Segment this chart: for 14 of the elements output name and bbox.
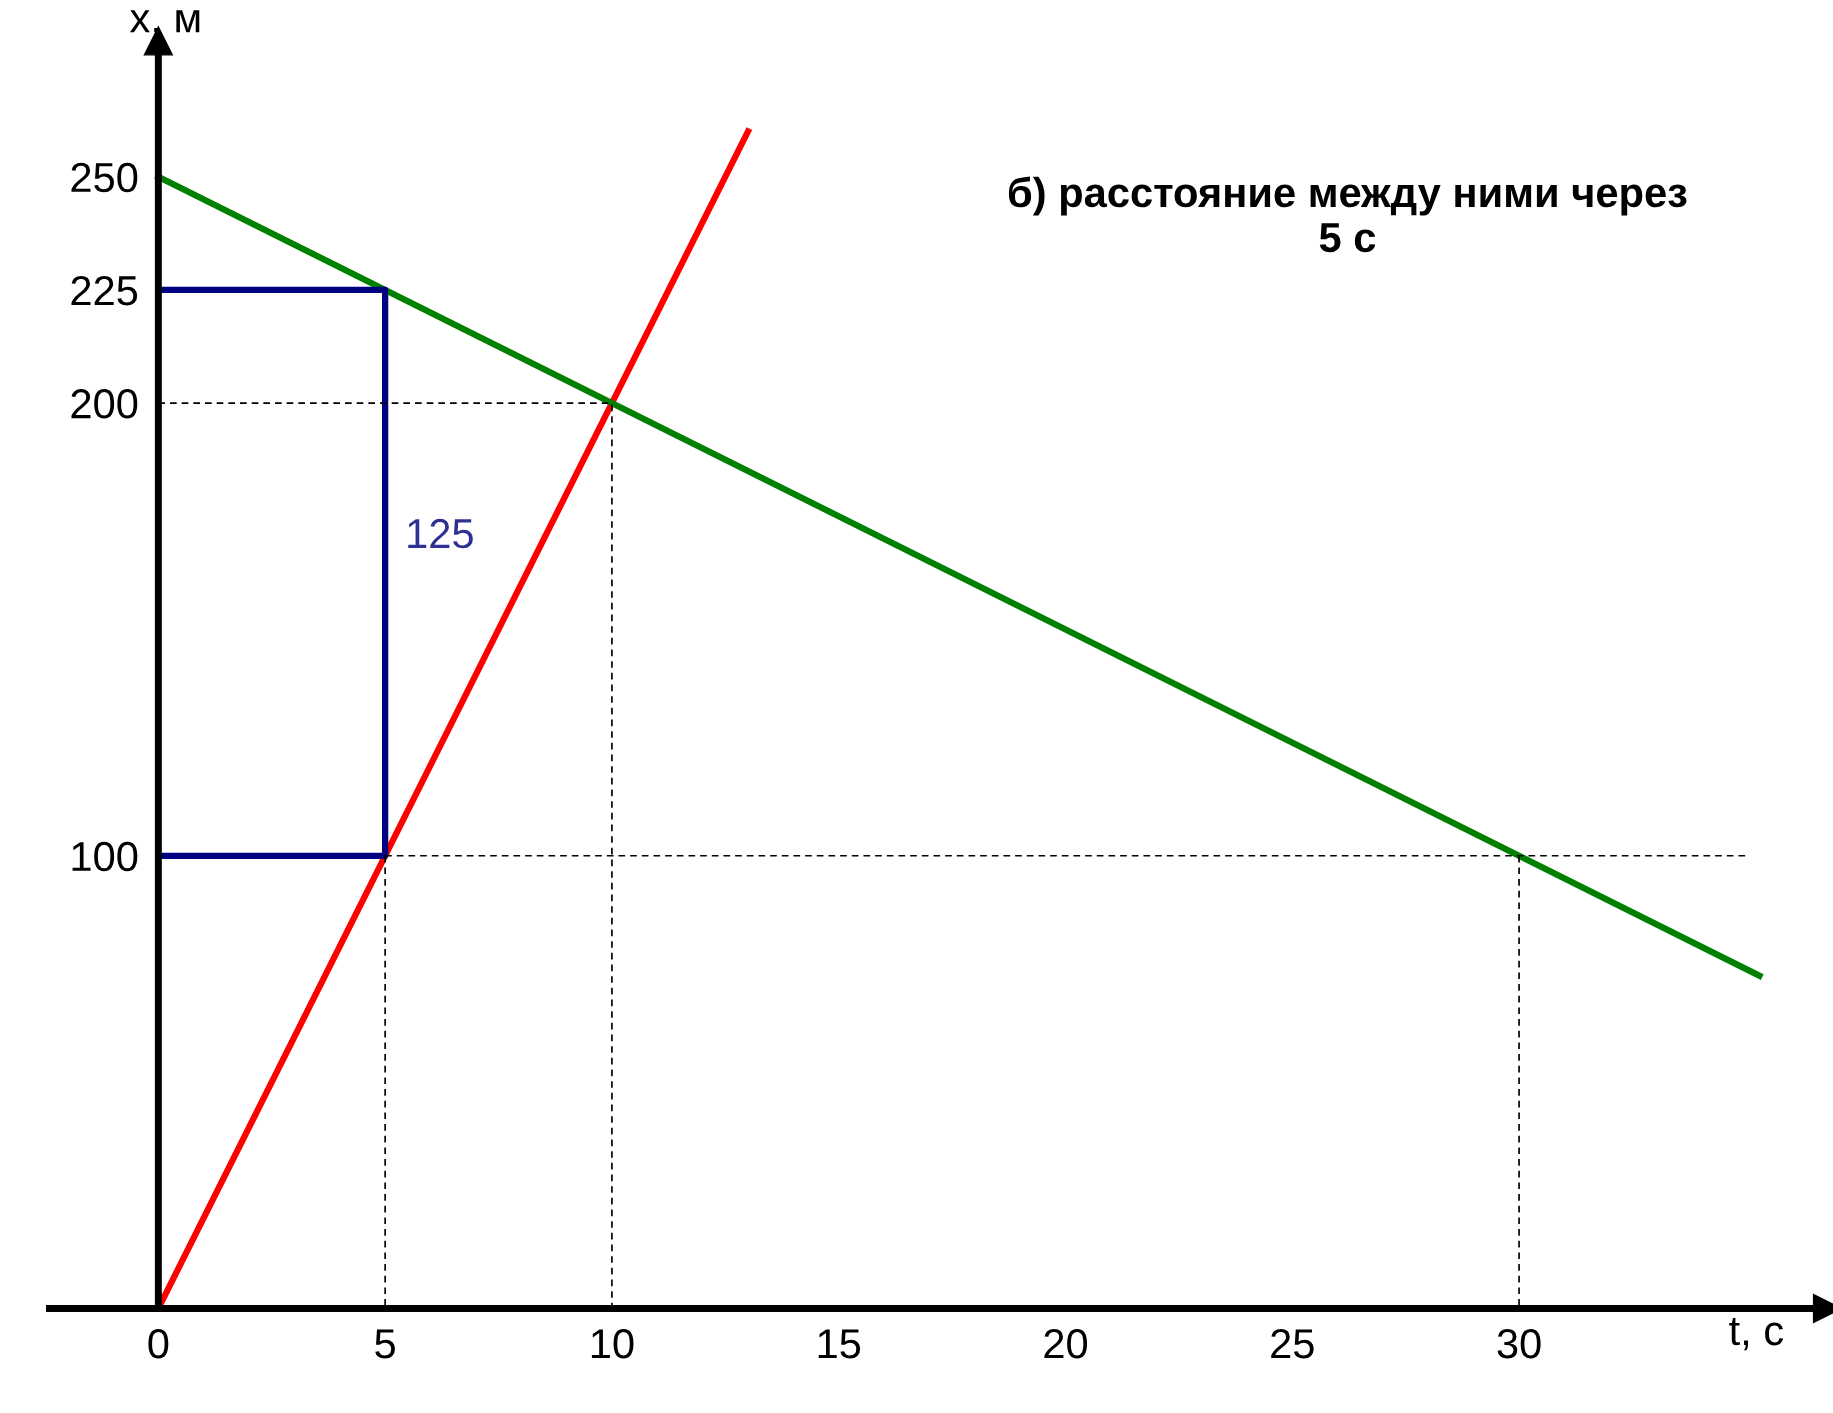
x-axis-title: t, с [1729, 1318, 1784, 1351]
x-tick-label: 20 [1044, 1328, 1088, 1359]
y-tick-label: 225 [71, 275, 138, 306]
annotation: 125 [408, 518, 473, 549]
x-tick-label: 5 [375, 1329, 395, 1359]
text: б) расстояние между ними через 5 с [1008, 176, 1687, 253]
y-tick-label: 100 [72, 841, 138, 872]
x-tick-label: 25 [1271, 1328, 1314, 1359]
x-tick-label: 30 [1497, 1328, 1541, 1359]
x-tick-label: 15 [818, 1329, 861, 1359]
x-tick-label: 0 [148, 1328, 169, 1359]
y-tick-label: 200 [71, 389, 138, 419]
y-tick-label: 250 [71, 162, 138, 193]
x-tick-label: 10 [591, 1328, 634, 1359]
